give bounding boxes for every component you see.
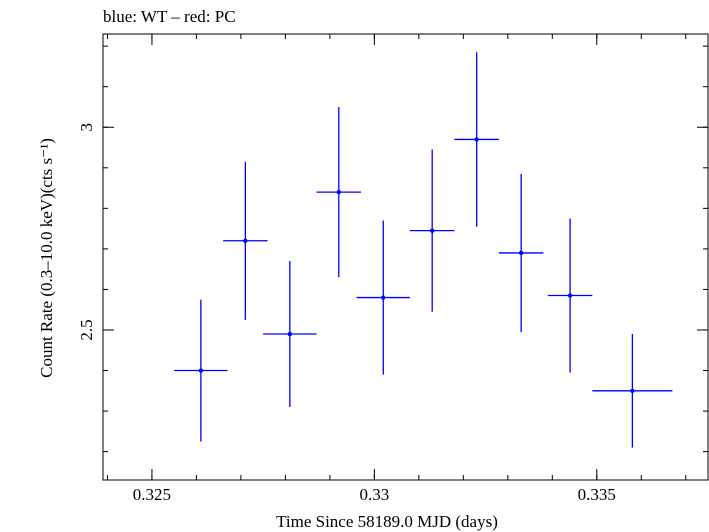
- y-tick-label: 3: [77, 123, 96, 132]
- data-point: [547, 218, 593, 373]
- y-tick-label: 2.5: [77, 319, 96, 340]
- data-point: [174, 299, 228, 442]
- x-tick-label: 0.33: [359, 485, 389, 504]
- data-point: [356, 220, 410, 375]
- point-marker: [287, 331, 293, 337]
- data-point: [409, 149, 455, 312]
- point-marker: [198, 368, 204, 373]
- data-point: [454, 52, 499, 227]
- tick-labels: 0.325 0.33 0.335 2.5 3: [77, 123, 616, 504]
- point-marker: [381, 295, 386, 300]
- point-marker: [429, 228, 435, 233]
- point-marker: [518, 250, 524, 256]
- point-marker: [336, 189, 341, 195]
- plot-frame: [102, 33, 709, 481]
- point-marker: [243, 238, 248, 243]
- data-point: [498, 173, 544, 333]
- chart-title: blue: WT – red: PC: [103, 7, 236, 26]
- x-axis-label: Time Since 58189.0 MJD (days): [276, 512, 498, 531]
- point-marker: [567, 293, 573, 298]
- x-tick-label: 0.335: [578, 485, 616, 504]
- point-marker: [474, 137, 479, 142]
- data-point: [263, 261, 317, 408]
- data-point: [316, 106, 362, 278]
- axis-ticks: [103, 34, 708, 480]
- data-point: [223, 161, 268, 320]
- point-marker: [630, 388, 635, 393]
- x-tick-label: 0.325: [133, 485, 171, 504]
- data-point: [592, 334, 673, 448]
- data-points: [174, 52, 673, 448]
- y-axis-label: Count Rate (0.3–10.0 keV)(cts s⁻¹): [37, 138, 56, 378]
